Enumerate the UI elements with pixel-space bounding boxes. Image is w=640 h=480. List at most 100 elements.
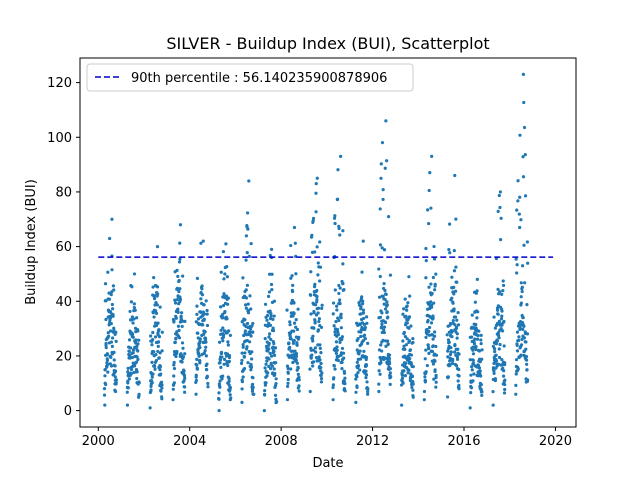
data-point — [479, 338, 483, 342]
data-point — [173, 340, 177, 344]
data-point — [518, 195, 522, 199]
data-point — [474, 344, 478, 349]
data-point — [148, 406, 152, 410]
data-point — [172, 374, 176, 378]
data-point — [405, 304, 409, 308]
data-point — [455, 332, 459, 336]
data-point — [453, 323, 457, 327]
data-point — [384, 119, 388, 123]
data-point — [177, 260, 182, 264]
data-point — [269, 337, 273, 342]
data-point — [361, 311, 366, 315]
data-point — [362, 316, 366, 321]
data-point — [388, 273, 393, 277]
data-point — [455, 280, 459, 284]
data-point — [156, 321, 160, 325]
data-point — [502, 369, 506, 373]
data-point — [480, 390, 484, 394]
data-point — [177, 278, 181, 283]
data-point — [497, 319, 501, 323]
data-point — [227, 329, 231, 333]
data-point — [360, 270, 364, 274]
data-point — [455, 357, 460, 361]
data-point — [109, 329, 113, 333]
data-point — [197, 354, 201, 358]
data-point — [292, 225, 297, 230]
data-point — [379, 358, 383, 362]
data-point — [477, 366, 482, 370]
data-point — [271, 317, 275, 321]
data-point — [199, 241, 203, 245]
data-point — [364, 369, 368, 373]
data-point — [364, 315, 369, 319]
data-point — [108, 316, 113, 320]
data-point — [225, 275, 229, 279]
data-point — [297, 389, 301, 393]
data-point — [471, 361, 476, 365]
data-point — [241, 345, 245, 349]
y-tick-label: 0 — [64, 404, 72, 419]
data-point — [319, 373, 323, 378]
data-point — [455, 318, 459, 322]
data-point — [519, 281, 523, 285]
data-point — [515, 342, 519, 346]
data-point — [243, 329, 247, 333]
data-point — [335, 345, 339, 349]
data-point — [288, 323, 292, 327]
data-point — [175, 349, 179, 354]
data-point — [362, 349, 366, 353]
data-point — [340, 337, 344, 341]
data-point — [377, 369, 381, 373]
data-point — [319, 350, 323, 355]
data-point — [242, 355, 247, 359]
data-point — [515, 330, 520, 334]
data-point — [475, 289, 479, 293]
data-point — [267, 290, 272, 294]
data-point — [136, 357, 140, 362]
data-point — [264, 381, 268, 385]
data-point — [455, 355, 460, 359]
data-point — [454, 326, 458, 331]
data-point — [290, 356, 294, 360]
data-point — [518, 326, 522, 330]
data-point — [515, 208, 519, 212]
data-point — [315, 298, 319, 302]
data-point — [218, 379, 222, 383]
data-point — [157, 328, 161, 332]
data-point — [338, 340, 342, 344]
data-point — [411, 388, 415, 392]
data-point — [217, 397, 221, 401]
data-point — [227, 355, 232, 360]
data-point — [383, 320, 388, 325]
data-point — [385, 300, 389, 304]
data-point — [199, 297, 203, 301]
data-point — [286, 384, 290, 389]
data-point — [293, 349, 297, 353]
data-point — [292, 321, 297, 325]
data-point — [448, 363, 452, 367]
data-point — [457, 383, 461, 387]
data-point — [126, 366, 130, 370]
data-point — [180, 311, 184, 315]
data-point — [523, 194, 528, 198]
data-point — [432, 377, 436, 381]
data-point — [155, 303, 159, 307]
data-point — [308, 389, 312, 394]
data-point — [502, 344, 506, 348]
data-point — [160, 383, 164, 387]
data-point — [516, 367, 520, 371]
data-point — [225, 302, 230, 306]
data-point — [223, 272, 227, 276]
data-point — [339, 353, 343, 357]
data-point — [380, 349, 384, 353]
data-point — [365, 380, 369, 384]
data-point — [401, 381, 405, 385]
data-point — [251, 321, 255, 326]
data-point — [403, 297, 407, 301]
data-point — [221, 374, 225, 378]
data-point — [523, 281, 527, 285]
data-point — [336, 168, 340, 172]
data-point — [385, 310, 389, 314]
data-point — [363, 325, 367, 330]
data-point — [388, 371, 392, 375]
